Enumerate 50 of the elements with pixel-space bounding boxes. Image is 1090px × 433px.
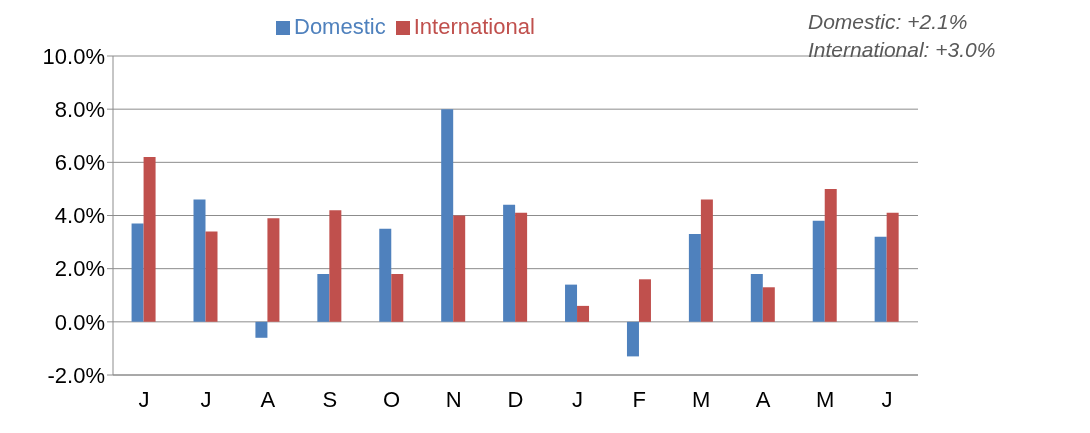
x-tick-label: J — [571, 386, 583, 412]
x-tick-label: A — [260, 386, 276, 412]
bar — [626, 321, 639, 357]
x-tick-label: J — [138, 386, 150, 412]
bar — [379, 228, 392, 322]
bar — [824, 188, 837, 322]
x-tick-label: A — [755, 386, 771, 412]
bar — [453, 215, 466, 322]
bar — [812, 220, 825, 322]
x-tick-label: M — [815, 386, 835, 412]
x-tick-label: O — [383, 386, 401, 412]
y-tick-label: 8.0% — [54, 96, 105, 122]
bar — [886, 212, 899, 322]
bar — [762, 287, 775, 322]
legend-label: Domestic — [294, 14, 386, 39]
bar — [193, 199, 206, 322]
bar — [503, 204, 516, 322]
x-tick-label: J — [881, 386, 893, 412]
bar — [577, 305, 590, 322]
bar — [688, 234, 701, 322]
legend-label: International — [413, 14, 535, 39]
bar — [565, 284, 578, 322]
bar — [267, 218, 280, 322]
y-tick-label: -2.0% — [47, 362, 105, 388]
x-tick-label: M — [692, 386, 711, 412]
y-tick-label: 6.0% — [54, 150, 105, 176]
bar — [515, 212, 528, 322]
bar — [317, 273, 330, 322]
bar — [255, 321, 268, 338]
x-tick-label: S — [322, 386, 338, 412]
bar — [700, 199, 713, 322]
y-tick-label: 10.0% — [42, 43, 105, 69]
bar — [131, 223, 144, 322]
bar — [441, 109, 454, 322]
bar — [329, 210, 342, 322]
x-tick-label: J — [200, 386, 212, 412]
x-tick-label: N — [445, 386, 462, 412]
y-tick-label: 2.0% — [54, 256, 105, 282]
x-tick-label: F — [632, 386, 647, 412]
bar — [874, 236, 887, 322]
text: Domestic: +2.1% — [808, 9, 969, 35]
bar — [638, 279, 651, 322]
bar — [143, 157, 156, 322]
bar — [750, 273, 763, 322]
annotation: International: +3.0% — [808, 37, 996, 63]
x-tick-label: D — [507, 386, 524, 412]
bar — [391, 273, 404, 322]
y-tick-label: 0.0% — [54, 309, 105, 335]
bar — [205, 231, 218, 322]
y-tick-label: 4.0% — [54, 203, 105, 229]
